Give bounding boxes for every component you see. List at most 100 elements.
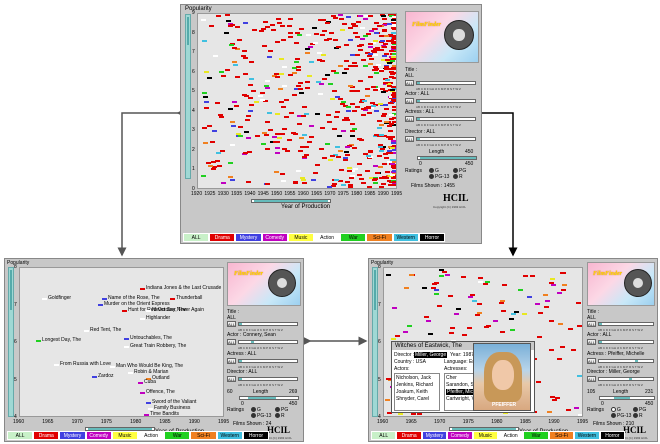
- film-mark[interactable]: [301, 115, 307, 118]
- film-mark[interactable]: [526, 295, 532, 298]
- film-mark[interactable]: [275, 41, 281, 44]
- film-mark[interactable]: [391, 182, 396, 185]
- film-mark[interactable]: [381, 15, 387, 18]
- popularity-slider-thumb[interactable]: [187, 17, 189, 45]
- film-mark[interactable]: [387, 124, 393, 127]
- film-mark[interactable]: [200, 19, 206, 22]
- film-mark[interactable]: [329, 98, 335, 101]
- film-mark[interactable]: [391, 55, 396, 58]
- film-mark[interactable]: [391, 16, 396, 19]
- film-mark[interactable]: [350, 86, 356, 89]
- film-mark[interactable]: [445, 273, 451, 276]
- film-mark[interactable]: [549, 278, 555, 281]
- film-mark[interactable]: [359, 178, 365, 181]
- film-mark[interactable]: [529, 274, 535, 277]
- film-mark[interactable]: [217, 114, 223, 117]
- film-mark[interactable]: [367, 185, 373, 188]
- film-mark[interactable]: [346, 105, 352, 108]
- length-range-slider[interactable]: [239, 396, 299, 400]
- film-mark[interactable]: [128, 372, 133, 374]
- film-mark[interactable]: [245, 180, 251, 183]
- film-mark[interactable]: [391, 37, 396, 40]
- film-mark[interactable]: [460, 275, 466, 278]
- film-mark[interactable]: [381, 30, 387, 33]
- film-mark[interactable]: [340, 29, 346, 32]
- film-mark[interactable]: [332, 89, 338, 92]
- film-mark[interactable]: [270, 141, 276, 144]
- film-mark[interactable]: [365, 32, 371, 35]
- film-mark[interactable]: [295, 84, 301, 87]
- film-mark[interactable]: [342, 159, 348, 162]
- film-mark[interactable]: [513, 311, 519, 314]
- film-mark[interactable]: [390, 139, 396, 142]
- film-mark[interactable]: [367, 76, 373, 79]
- film-mark[interactable]: [381, 23, 387, 26]
- genre-horror-button[interactable]: Horror: [242, 431, 270, 440]
- actress-alpha-slider[interactable]: [416, 117, 476, 121]
- film-mark[interactable]: [368, 62, 374, 65]
- title-all-button[interactable]: ALL: [587, 321, 596, 327]
- film-mark[interactable]: [274, 76, 280, 79]
- genre-music-button[interactable]: Music: [287, 233, 315, 242]
- film-mark[interactable]: [549, 319, 555, 322]
- film-mark[interactable]: [354, 106, 360, 109]
- film-mark[interactable]: [470, 294, 476, 296]
- film-mark[interactable]: [283, 116, 289, 119]
- film-mark[interactable]: [391, 26, 396, 29]
- film-mark[interactable]: [340, 102, 346, 105]
- film-mark[interactable]: [351, 128, 357, 131]
- film-mark[interactable]: [378, 69, 384, 72]
- genre-action-button[interactable]: Action: [498, 431, 524, 440]
- film-mark[interactable]: [352, 62, 357, 65]
- film-mark[interactable]: [219, 150, 225, 152]
- length-range-slider[interactable]: [417, 156, 477, 160]
- film-mark[interactable]: [391, 121, 396, 124]
- film-mark[interactable]: [228, 107, 234, 110]
- genre-mystery-button[interactable]: Mystery: [235, 233, 262, 242]
- film-mark[interactable]: [261, 45, 267, 48]
- film-mark[interactable]: [391, 95, 396, 98]
- film-mark[interactable]: [364, 170, 370, 173]
- film-title-label[interactable]: Thunderball: [176, 295, 203, 301]
- film-mark[interactable]: [295, 170, 301, 173]
- film-mark[interactable]: [355, 20, 361, 23]
- film-mark[interactable]: [364, 15, 370, 18]
- film-mark[interactable]: [300, 177, 306, 180]
- film-mark[interactable]: [348, 39, 354, 42]
- film-mark[interactable]: [390, 35, 396, 38]
- genre-music-button[interactable]: Music: [472, 431, 499, 440]
- genre-war-button[interactable]: War: [523, 431, 549, 440]
- director-alpha-slider[interactable]: [598, 377, 654, 381]
- film-mark[interactable]: [382, 112, 388, 115]
- film-mark[interactable]: [389, 15, 395, 18]
- film-mark[interactable]: [211, 130, 217, 133]
- film-mark[interactable]: [535, 380, 541, 383]
- film-mark[interactable]: [279, 73, 285, 76]
- film-mark[interactable]: [347, 85, 353, 88]
- director-alpha-slider[interactable]: [416, 137, 476, 141]
- film-mark[interactable]: [282, 65, 288, 68]
- film-mark[interactable]: [522, 312, 528, 315]
- film-mark[interactable]: [417, 413, 423, 416]
- film-mark[interactable]: [284, 149, 290, 152]
- film-mark[interactable]: [235, 47, 241, 50]
- film-mark[interactable]: [296, 115, 302, 118]
- film-mark[interactable]: [294, 61, 300, 64]
- actor-item[interactable]: Nicholson, Jack: [396, 375, 432, 381]
- film-mark[interactable]: [349, 122, 355, 125]
- film-mark[interactable]: [373, 48, 379, 51]
- film-mark[interactable]: [102, 298, 107, 300]
- actress-item[interactable]: Cartwright, Vero: [446, 396, 482, 402]
- film-mark[interactable]: [389, 75, 395, 78]
- film-mark[interactable]: [296, 65, 302, 68]
- film-mark[interactable]: [372, 178, 378, 181]
- film-mark[interactable]: [378, 102, 384, 105]
- film-mark[interactable]: [279, 57, 285, 60]
- film-mark[interactable]: [271, 136, 277, 139]
- film-mark[interactable]: [391, 28, 396, 31]
- genre-music-button[interactable]: Music: [111, 431, 139, 440]
- film-mark[interactable]: [379, 176, 385, 179]
- film-mark[interactable]: [245, 118, 251, 121]
- film-mark[interactable]: [202, 96, 208, 99]
- film-mark[interactable]: [242, 73, 248, 76]
